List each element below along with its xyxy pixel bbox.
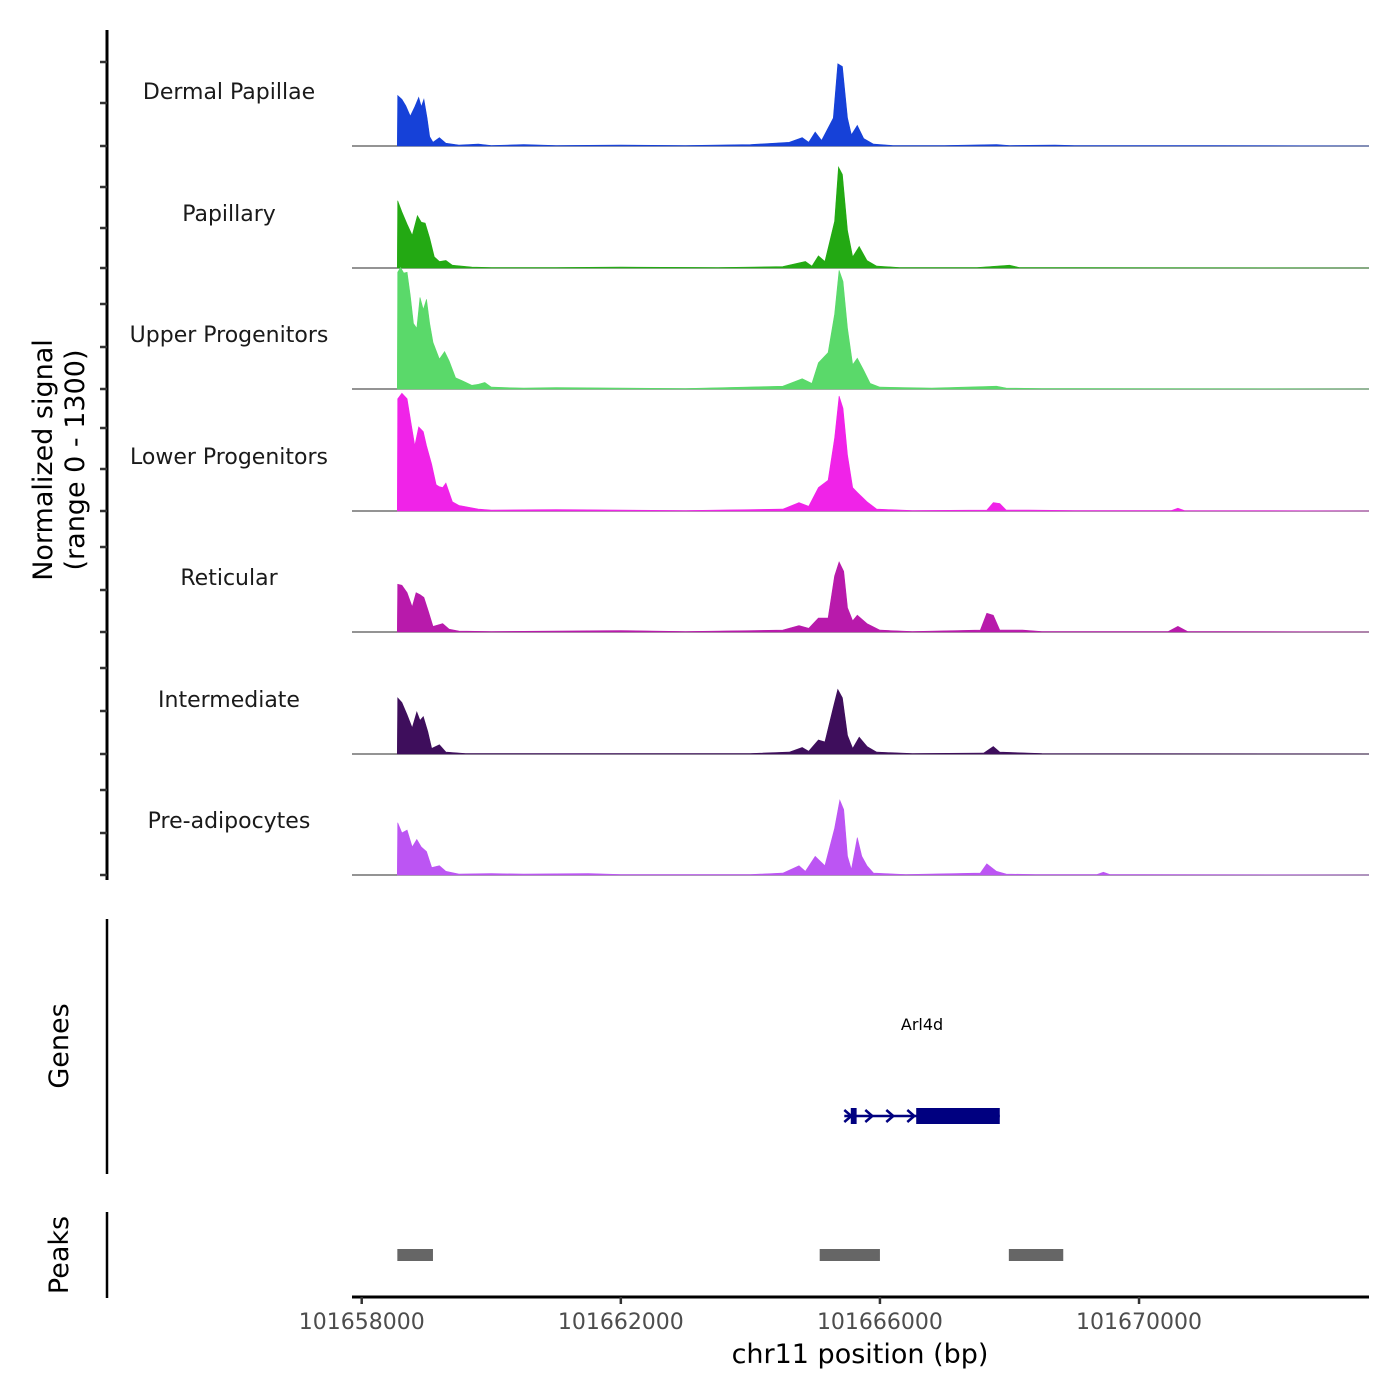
- track-label: Pre-adipocytes: [148, 809, 311, 834]
- peaks-track-title: Peaks: [44, 1216, 75, 1294]
- x-tick-label: 101670000: [1076, 1310, 1202, 1335]
- x-tick-label: 101666000: [817, 1310, 943, 1335]
- peak-region: [819, 1249, 880, 1261]
- x-axis-ticks: 101658000 101662000 101666000 101670000: [299, 1297, 1202, 1335]
- signal-area: [396, 688, 1370, 755]
- y-axis-title-line1: Normalized signal: [28, 339, 59, 581]
- peak-region: [1008, 1249, 1064, 1261]
- signal-area: [396, 561, 1370, 633]
- signal-area: [396, 166, 1370, 269]
- genes-track: Arl4d: [843, 1015, 1000, 1124]
- track-label: Lower Progenitors: [130, 445, 328, 470]
- strand-arrow-icon: [906, 1109, 917, 1123]
- x-tick-label: 101658000: [299, 1310, 425, 1335]
- signal-area: [396, 799, 1370, 876]
- track-lower-progenitors: [352, 392, 1370, 512]
- strand-arrow-icon: [885, 1109, 896, 1123]
- track-label: Intermediate: [158, 688, 300, 713]
- signal-area: [396, 266, 1370, 390]
- gene-arl4d: Arl4d: [843, 1015, 1000, 1124]
- x-axis-title: chr11 position (bp): [732, 1339, 989, 1370]
- signal-area: [396, 63, 1370, 147]
- peak-region: [397, 1249, 433, 1261]
- genes-track-title: Genes: [44, 1003, 75, 1088]
- signal-tracks: [352, 63, 1370, 876]
- track-label: Reticular: [180, 566, 278, 591]
- track-dermal-papillae: [352, 63, 1370, 147]
- track-reticular: [352, 561, 1370, 633]
- track-label: Upper Progenitors: [130, 323, 329, 348]
- track-label: Papillary: [182, 202, 276, 227]
- peaks-track: [397, 1249, 1064, 1261]
- track-intermediate: [352, 688, 1370, 755]
- track-upper-progenitors: [352, 266, 1370, 390]
- track-label: Dermal Papillae: [143, 80, 315, 105]
- x-tick-label: 101662000: [558, 1310, 684, 1335]
- y-axis-title-line2: (range 0 - 1300): [60, 350, 91, 571]
- track-papillary: [352, 166, 1370, 269]
- gene-exon: [916, 1108, 1000, 1124]
- gene-exon: [850, 1108, 857, 1124]
- gene-label: Arl4d: [901, 1015, 943, 1034]
- signal-y-axis-ticks: [100, 60, 107, 877]
- track-pre-adipocytes: [352, 799, 1370, 876]
- track-labels: Dermal Papillae Papillary Upper Progenit…: [130, 80, 329, 834]
- strand-arrow-icon: [864, 1109, 875, 1123]
- signal-area: [396, 392, 1370, 512]
